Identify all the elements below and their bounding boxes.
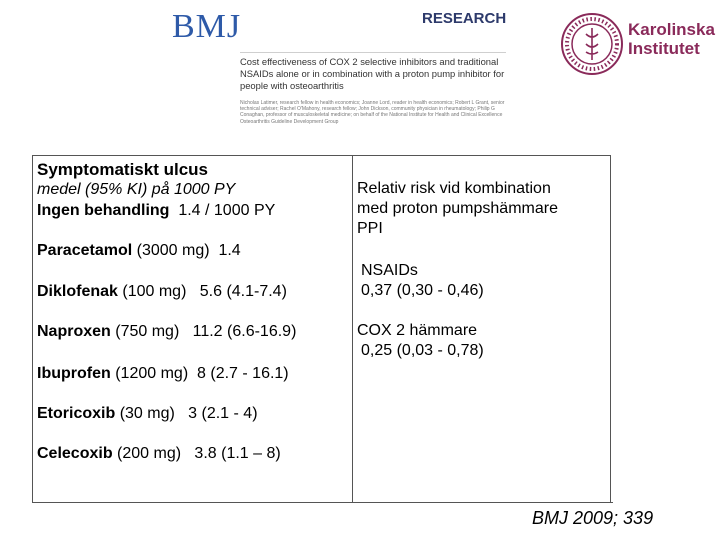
institution-name: Karolinska Institutet (628, 20, 715, 58)
drug-name: Celecoxib (37, 445, 113, 462)
drug-dose: (1200 mg) (115, 365, 189, 382)
drug-row: Diklofenak (100 mg) 5.6 (4.1-7.4) (37, 282, 287, 301)
drug-value: 5.6 (4.1-7.4) (199, 283, 287, 300)
no-treatment-name: Ingen behandling (37, 202, 170, 219)
institution-line-1: Karolinska (628, 20, 715, 39)
right-heading-line: PPI (357, 220, 383, 237)
drug-value: 3.8 (1.1 – 8) (194, 445, 281, 462)
drug-row: Celecoxib (200 mg) 3.8 (1.1 – 8) (37, 444, 281, 463)
right-heading-line: Relativ risk vid kombination (357, 180, 551, 197)
drug-value: 11.2 (6.6-16.9) (192, 323, 297, 340)
drug-dose: (30 mg) (119, 405, 175, 422)
drug-value: 3 (2.1 - 4) (188, 405, 258, 422)
drug-row: Ibuprofen (1200 mg) 8 (2.7 - 16.1) (37, 364, 289, 383)
paper-divider (240, 52, 506, 53)
drug-name: Ibuprofen (37, 365, 111, 382)
cox2-label: COX 2 hämmare (357, 322, 478, 339)
no-treatment-value: 1.4 / 1000 PY (178, 202, 276, 219)
drug-value: 8 (2.7 - 16.1) (197, 365, 289, 382)
institution-line-2: Institutet (628, 39, 700, 58)
nsaids-value: 0,37 (0,30 - 0,46) (361, 282, 484, 299)
citation: BMJ 2009; 339 (532, 508, 654, 528)
drug-row: Naproxen (750 mg) 11.2 (6.6-16.9) (37, 322, 296, 341)
left-subheading: medel (95% KI) på 1000 PY (37, 181, 236, 198)
paper-authors: Nicholas Latimer, research fellow in hea… (240, 100, 505, 125)
drug-name: Etoricoxib (37, 405, 116, 422)
no-treatment-row: Ingen behandling 1.4 / 1000 PY (37, 201, 275, 220)
drug-dose: (200 mg) (117, 445, 182, 462)
left-heading: Symptomatiskt ulcus (37, 160, 208, 179)
drug-name: Naproxen (37, 323, 111, 340)
nsaids-label: NSAIDs (361, 262, 418, 279)
bottom-divider (42, 502, 613, 503)
drug-dose: (100 mg) (122, 283, 187, 300)
column-divider (352, 156, 353, 502)
drug-row: Paracetamol (3000 mg) 1.4 (37, 241, 241, 260)
comparison-table: Symptomatiskt ulcus medel (95% KI) på 10… (32, 155, 611, 503)
drug-dose: (3000 mg) (136, 242, 210, 259)
right-heading-line: med proton pumpshämmare (357, 200, 558, 217)
research-label: RESEARCH (422, 10, 507, 27)
drug-name: Paracetamol (37, 242, 133, 259)
paper-title: Cost effectiveness of COX 2 selective in… (240, 56, 505, 91)
drug-name: Diklofenak (37, 283, 118, 300)
drug-dose: (750 mg) (115, 323, 180, 340)
bmj-logo: BMJ (172, 8, 242, 45)
karolinska-seal-icon (561, 13, 623, 75)
cox2-value: 0,25 (0,03 - 0,78) (361, 342, 484, 359)
drug-value: 1.4 (218, 242, 241, 259)
drug-row: Etoricoxib (30 mg) 3 (2.1 - 4) (37, 404, 258, 423)
